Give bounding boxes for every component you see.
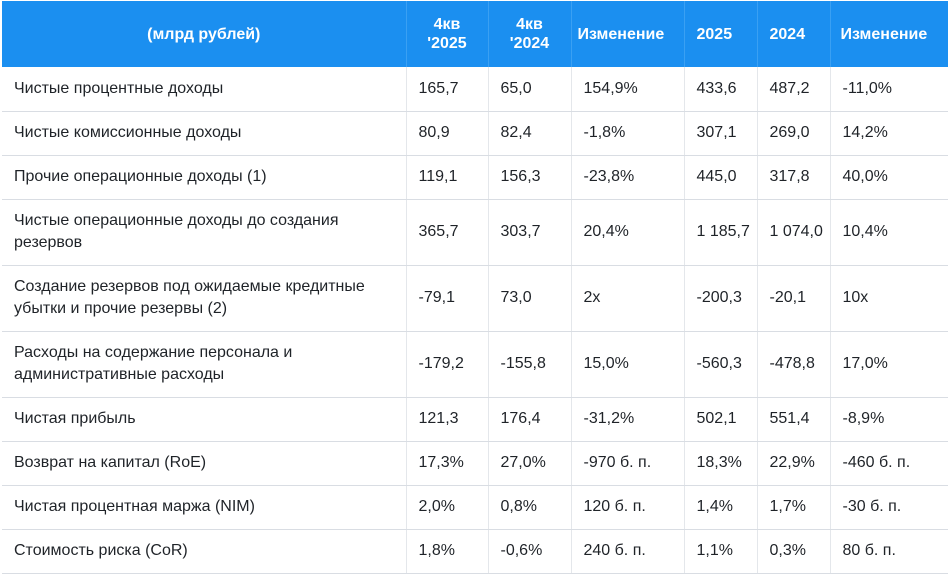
- cell-q4-2025: 119,1: [406, 155, 489, 200]
- cell-year-change: 40,0%: [830, 155, 948, 200]
- header-row: (млрд рублей) 4кв '2025 4кв '2024 Измене…: [2, 1, 948, 67]
- cell-year-2024: 0,3%: [757, 529, 831, 574]
- row-label: Чистая процентная маржа (NIM): [2, 485, 407, 530]
- cell-q4-2024: 303,7: [488, 199, 572, 266]
- header-year-2024: 2024: [757, 1, 831, 67]
- header-quarter-change: Изменение: [571, 1, 685, 67]
- cell-q4-2025: 17,3%: [406, 441, 489, 486]
- cell-year-change: 80 б. п.: [830, 529, 948, 574]
- cell-q4-2024: -155,8: [488, 331, 572, 398]
- cell-year-2024: 269,0: [757, 111, 831, 156]
- row-label: Стоимость риска (CoR): [2, 529, 407, 574]
- cell-q4-2025: 80,9: [406, 111, 489, 156]
- cell-year-change: -8,9%: [830, 397, 948, 442]
- cell-q4-2025: 2,0%: [406, 485, 489, 530]
- cell-year-2024: 487,2: [757, 67, 831, 112]
- cell-year-change: 14,2%: [830, 111, 948, 156]
- cell-year-change: 10,4%: [830, 199, 948, 266]
- table-body: Чистые процентные доходы 165,7 65,0 154,…: [2, 67, 948, 574]
- table-row: Создание резервов под ожидаемые кредитны…: [2, 265, 948, 332]
- cell-year-change: 10x: [830, 265, 948, 332]
- cell-q4-2025: 165,7: [406, 67, 489, 112]
- cell-q4-2024: 0,8%: [488, 485, 572, 530]
- cell-year-2024: -478,8: [757, 331, 831, 398]
- cell-q4-2025: 365,7: [406, 199, 489, 266]
- cell-year-2025: -560,3: [684, 331, 758, 398]
- cell-year-2025: 1,4%: [684, 485, 758, 530]
- header-q4-2024-line1: 4кв: [516, 16, 543, 33]
- cell-q4-2024: -0,6%: [488, 529, 572, 574]
- cell-year-2025: 445,0: [684, 155, 758, 200]
- table-row: Чистая процентная маржа (NIM) 2,0% 0,8% …: [2, 485, 948, 530]
- cell-year-change: -11,0%: [830, 67, 948, 112]
- row-label: Чистая прибыль: [2, 397, 407, 442]
- cell-q4-2025: -79,1: [406, 265, 489, 332]
- cell-q4-2024: 176,4: [488, 397, 572, 442]
- cell-year-2024: 551,4: [757, 397, 831, 442]
- header-year-change: Изменение: [830, 1, 948, 67]
- cell-year-2025: 433,6: [684, 67, 758, 112]
- cell-year-2025: 1,1%: [684, 529, 758, 574]
- cell-quarter-change: 120 б. п.: [571, 485, 685, 530]
- cell-quarter-change: 2x: [571, 265, 685, 332]
- cell-year-2024: 1 074,0: [757, 199, 831, 266]
- row-label: Чистые операционные доходы до создания р…: [2, 199, 407, 266]
- table-header: (млрд рублей) 4кв '2025 4кв '2024 Измене…: [2, 1, 948, 67]
- cell-year-2024: -20,1: [757, 265, 831, 332]
- table-row: Чистые операционные доходы до создания р…: [2, 199, 948, 266]
- cell-q4-2025: 1,8%: [406, 529, 489, 574]
- cell-year-change: -30 б. п.: [830, 485, 948, 530]
- cell-quarter-change: -23,8%: [571, 155, 685, 200]
- cell-q4-2025: -179,2: [406, 331, 489, 398]
- table-row: Расходы на содержание персонала и админи…: [2, 331, 948, 398]
- cell-quarter-change: 240 б. п.: [571, 529, 685, 574]
- cell-year-2025: 307,1: [684, 111, 758, 156]
- table-row: Чистая прибыль 121,3 176,4 -31,2% 502,1 …: [2, 397, 948, 442]
- table-row: Чистые процентные доходы 165,7 65,0 154,…: [2, 67, 948, 112]
- header-q4-2025-line1: 4кв: [433, 16, 461, 33]
- cell-q4-2024: 27,0%: [488, 441, 572, 486]
- row-label: Расходы на содержание персонала и админи…: [2, 331, 407, 398]
- cell-year-2024: 22,9%: [757, 441, 831, 486]
- row-label: Создание резервов под ожидаемые кредитны…: [2, 265, 407, 332]
- cell-q4-2025: 121,3: [406, 397, 489, 442]
- header-q4-2024-line2: '2024: [509, 35, 550, 52]
- cell-q4-2024: 65,0: [488, 67, 572, 112]
- cell-q4-2024: 156,3: [488, 155, 572, 200]
- cell-quarter-change: 15,0%: [571, 331, 685, 398]
- header-q4-2025-line2: '2025: [427, 35, 467, 52]
- cell-year-2025: -200,3: [684, 265, 758, 332]
- cell-year-2025: 502,1: [684, 397, 758, 442]
- table-row: Возврат на капитал (RoE) 17,3% 27,0% -97…: [2, 441, 948, 486]
- table-row: Стоимость риска (CoR) 1,8% -0,6% 240 б. …: [2, 529, 948, 574]
- header-units: (млрд рублей): [2, 1, 407, 67]
- cell-quarter-change: -31,2%: [571, 397, 685, 442]
- cell-q4-2024: 82,4: [488, 111, 572, 156]
- cell-quarter-change: -970 б. п.: [571, 441, 685, 486]
- cell-year-change: 17,0%: [830, 331, 948, 398]
- cell-q4-2024: 73,0: [488, 265, 572, 332]
- cell-year-2024: 317,8: [757, 155, 831, 200]
- header-q4-2024: 4кв '2024: [488, 1, 572, 67]
- cell-quarter-change: 154,9%: [571, 67, 685, 112]
- cell-quarter-change: -1,8%: [571, 111, 685, 156]
- cell-year-2025: 18,3%: [684, 441, 758, 486]
- row-label: Чистые комиссионные доходы: [2, 111, 407, 156]
- table-row: Чистые комиссионные доходы 80,9 82,4 -1,…: [2, 111, 948, 156]
- header-year-2025: 2025: [684, 1, 758, 67]
- cell-year-2025: 1 185,7: [684, 199, 758, 266]
- row-label: Прочие операционные доходы (1): [2, 155, 407, 200]
- row-label: Возврат на капитал (RoE): [2, 441, 407, 486]
- cell-year-2024: 1,7%: [757, 485, 831, 530]
- table-row: Прочие операционные доходы (1) 119,1 156…: [2, 155, 948, 200]
- cell-quarter-change: 20,4%: [571, 199, 685, 266]
- cell-year-change: -460 б. п.: [830, 441, 948, 486]
- row-label: Чистые процентные доходы: [2, 67, 407, 112]
- header-q4-2025: 4кв '2025: [406, 1, 489, 67]
